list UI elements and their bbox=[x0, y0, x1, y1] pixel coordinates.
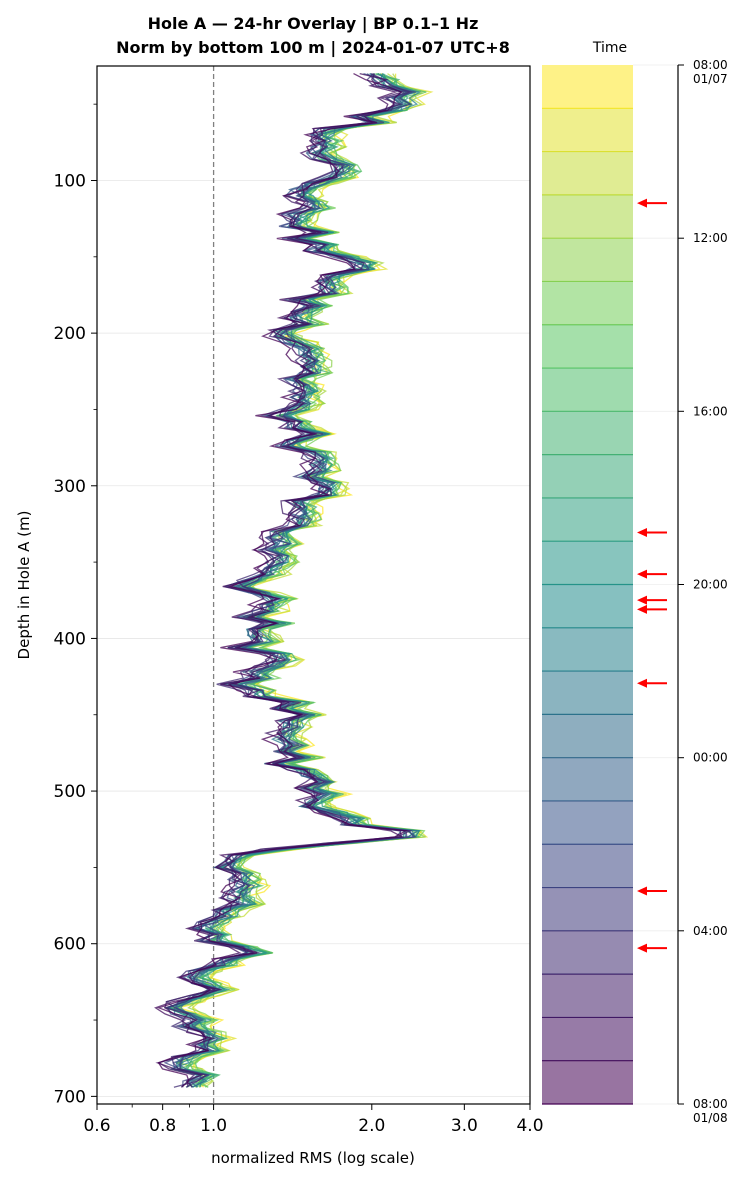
time-bin bbox=[542, 238, 633, 282]
time-bin bbox=[542, 714, 633, 758]
series-line bbox=[170, 73, 420, 1088]
time-bin bbox=[542, 844, 633, 888]
x-axis-label: normalized RMS (log scale) bbox=[211, 1149, 415, 1167]
time-tick-label: 08:00 bbox=[693, 1097, 728, 1111]
event-arrow-head bbox=[637, 595, 647, 605]
time-tick-label: 01/08 bbox=[693, 1111, 728, 1125]
x-tick-label: 3.0 bbox=[451, 1116, 478, 1136]
time-tick-label: 20:00 bbox=[693, 578, 728, 592]
time-bin bbox=[542, 541, 633, 585]
y-tick-label: 600 bbox=[54, 935, 86, 955]
y-tick-label: 700 bbox=[54, 1087, 86, 1107]
y-tick-label: 500 bbox=[54, 782, 86, 802]
time-bin bbox=[542, 324, 633, 369]
time-tick-label: 16:00 bbox=[693, 404, 728, 418]
time-bin bbox=[542, 887, 633, 931]
event-arrow-head bbox=[637, 678, 647, 688]
y-tick-label: 400 bbox=[54, 629, 86, 649]
time-tick-label: 00:00 bbox=[693, 751, 728, 765]
y-tick-label: 100 bbox=[54, 171, 86, 191]
time-tick-label: 01/07 bbox=[693, 72, 728, 86]
main-plot-area: 0.6 0.8 1.0 2.0 3.0 4.0 100 200 300 400 500 600 700 bbox=[54, 65, 544, 1136]
time-bin bbox=[542, 930, 633, 975]
time-bin bbox=[542, 1060, 633, 1104]
time-bin bbox=[542, 411, 633, 455]
series-lines bbox=[154, 72, 434, 1088]
event-arrow-head bbox=[637, 886, 647, 896]
time-tick-label: 08:00 bbox=[693, 58, 728, 72]
chart-title-line2: Norm by bottom 100 m | 2024-01-07 UTC+8 bbox=[116, 38, 510, 58]
event-arrow-head bbox=[637, 198, 647, 208]
event-arrow-head bbox=[637, 569, 647, 579]
y-gridlines bbox=[97, 180, 530, 1097]
time-bin bbox=[542, 194, 633, 239]
series-line bbox=[168, 72, 426, 1088]
time-bin bbox=[542, 584, 633, 628]
time-bin bbox=[542, 454, 633, 498]
time-bin bbox=[542, 1017, 633, 1061]
x-tick-label: 2.0 bbox=[358, 1116, 385, 1136]
chart-title-line1: Hole A — 24-hr Overlay | BP 0.1–1 Hz bbox=[148, 14, 479, 34]
time-bin bbox=[542, 368, 633, 412]
time-axis: 08:0001/0712:0016:0020:0000:0004:0008:00… bbox=[677, 58, 728, 1125]
y-tick-label: 300 bbox=[54, 477, 86, 497]
time-bin bbox=[542, 627, 633, 672]
time-bin bbox=[542, 974, 633, 1018]
time-colorbar bbox=[542, 64, 678, 1105]
series-line bbox=[163, 73, 413, 1088]
time-bin bbox=[542, 65, 633, 109]
event-arrow-head bbox=[637, 943, 647, 953]
time-bin bbox=[542, 671, 633, 715]
event-arrow-head bbox=[637, 528, 647, 538]
y-axis-label: Depth in Hole A (m) bbox=[15, 511, 33, 660]
time-bin bbox=[542, 151, 633, 195]
event-arrows bbox=[637, 198, 667, 953]
series-line bbox=[154, 72, 405, 1088]
time-bin bbox=[542, 497, 633, 542]
x-tick-label: 0.8 bbox=[149, 1116, 176, 1136]
series-line bbox=[156, 73, 408, 1088]
x-tick-label: 1.0 bbox=[200, 1116, 227, 1136]
time-bin bbox=[542, 281, 633, 325]
x-axis-ticks: 0.6 0.8 1.0 2.0 3.0 4.0 bbox=[83, 1104, 544, 1136]
time-bin bbox=[542, 757, 633, 801]
x-tick-label: 0.6 bbox=[83, 1116, 110, 1136]
x-tick-label: 4.0 bbox=[516, 1116, 543, 1136]
time-tick-label: 04:00 bbox=[693, 924, 728, 938]
plot-frame bbox=[96, 65, 531, 1105]
time-bin bbox=[542, 108, 633, 152]
y-axis-ticks: 100 200 300 400 500 600 700 bbox=[54, 103, 97, 1107]
time-tick-label: 12:00 bbox=[693, 231, 728, 245]
time-bin bbox=[542, 800, 633, 845]
event-arrow-head bbox=[637, 604, 647, 614]
y-tick-label: 200 bbox=[54, 324, 86, 344]
time-colorbar-label: Time bbox=[592, 40, 627, 56]
